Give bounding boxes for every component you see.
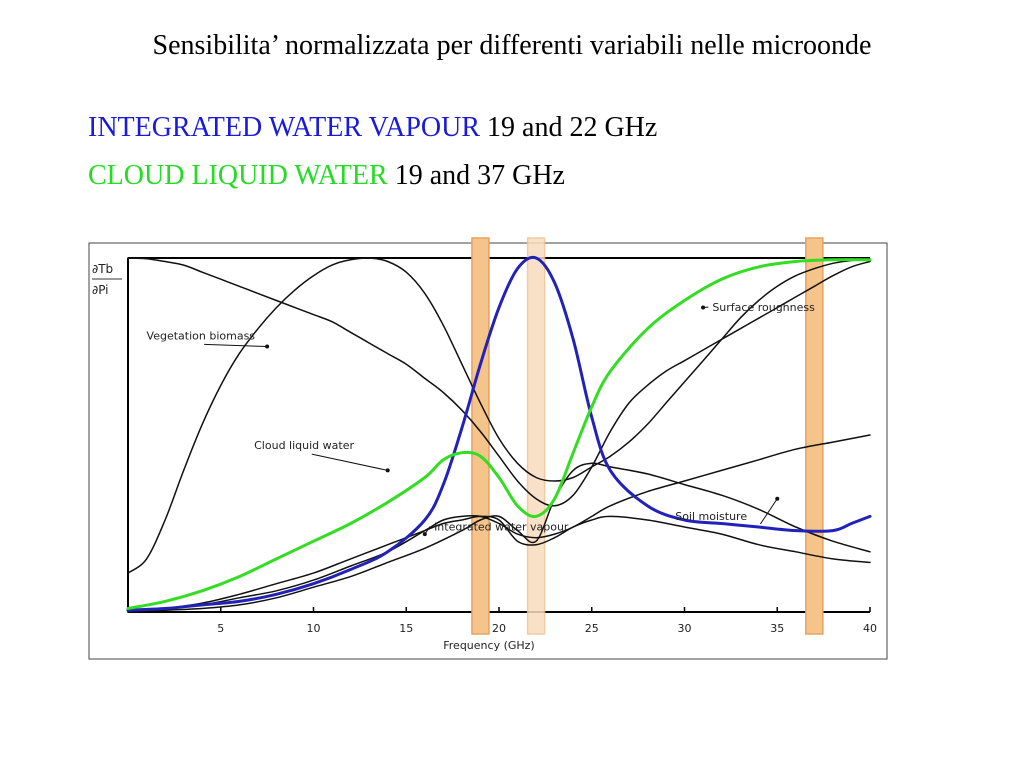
x-tick-label: 10: [307, 622, 321, 635]
annotation-label: Cloud liquid water: [254, 439, 354, 452]
annotation-leader: [760, 498, 778, 525]
subtitle-line-2-text: 19 and 37 GHz: [387, 160, 565, 191]
subtitle-line-2-label: CLOUD LIQUID WATER: [88, 160, 388, 191]
series-highlight-blue: [126, 255, 872, 612]
x-tick-label: 25: [585, 622, 599, 635]
highlight-band-22ghz: [526, 237, 546, 635]
annotation-arrowhead: [775, 496, 780, 501]
x-tick-label: 40: [863, 622, 877, 635]
series-soil-moisture: [127, 462, 871, 613]
subtitle-line-1: INTEGRATED WATER VAPOUR 19 and 22 GHz: [88, 112, 657, 144]
series-surface-roughness: [127, 257, 871, 507]
annotation-label: Vegetation biomass: [147, 329, 256, 342]
x-tick-label: 20: [492, 622, 506, 635]
subtitle-line-2: CLOUD LIQUID WATER 19 and 37 GHz: [88, 160, 565, 192]
series-highlight-green: [126, 258, 872, 610]
x-tick-label: 5: [217, 622, 224, 635]
series-cloud-liquid-water: [127, 515, 871, 613]
subtitle-line-1-label: INTEGRATED WATER VAPOUR: [88, 112, 481, 143]
annotation-label: Soil moisture: [675, 510, 747, 523]
annotation-arrowhead: [701, 305, 706, 310]
series-integrated-water-vapour: [127, 434, 871, 613]
series-vegetation-biomass: [127, 257, 871, 574]
x-tick-label: 15: [399, 622, 413, 635]
slide-title: Sensibilita’ normalizzata per differenti…: [152, 30, 872, 61]
y-label-top: ∂Tb: [92, 262, 113, 276]
x-axis-label: Frequency (GHz): [443, 639, 534, 652]
annotation-label: Surface roughness: [712, 301, 815, 314]
x-tick-label: 35: [770, 622, 784, 635]
annotation-arrowhead: [422, 532, 427, 537]
x-tick-label: 30: [678, 622, 692, 635]
subtitle-line-1-text: 19 and 22 GHz: [480, 112, 658, 143]
highlight-band-37ghz: [805, 237, 824, 635]
annotation-label: Integrated water vapour: [434, 521, 569, 534]
y-label-bottom: ∂Pi: [92, 283, 109, 297]
annotation-arrowhead: [385, 468, 390, 473]
annotation-leader: [311, 453, 388, 471]
annotation-arrowhead: [265, 344, 270, 349]
annotation-leader: [204, 343, 268, 347]
highlight-band-19ghz: [471, 237, 490, 635]
